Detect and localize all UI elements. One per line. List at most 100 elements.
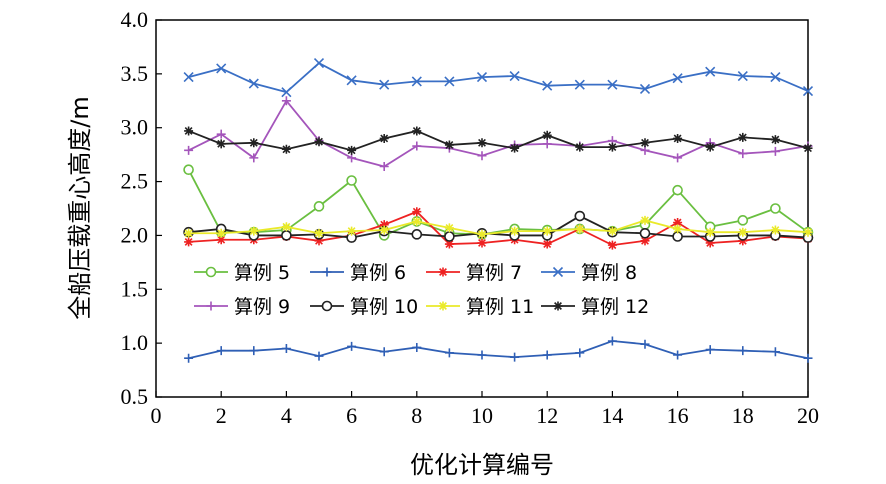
data-point — [509, 70, 520, 82]
data-point — [184, 145, 194, 155]
data-point — [607, 226, 617, 236]
data-point — [412, 216, 422, 226]
y-tick-label: 2.5 — [121, 169, 149, 194]
data-point — [738, 149, 748, 159]
data-point — [770, 135, 780, 145]
x-tick-label: 16 — [667, 403, 689, 428]
data-point — [379, 133, 389, 143]
data-point — [313, 201, 325, 212]
data-point — [444, 223, 454, 233]
data-point — [444, 348, 454, 358]
data-point — [314, 228, 324, 238]
series-4 — [183, 58, 814, 98]
data-point — [281, 230, 292, 241]
data-point — [379, 220, 389, 230]
data-point — [673, 224, 683, 234]
data-point — [476, 72, 488, 83]
data-point — [314, 137, 324, 147]
data-point — [607, 240, 617, 250]
data-point — [673, 153, 683, 163]
data-point — [770, 347, 780, 357]
y-tick-label: 3.0 — [121, 115, 149, 140]
series-layer — [183, 58, 814, 363]
legend-label: 算例 11 — [466, 296, 534, 318]
data-point — [542, 130, 552, 140]
series-line — [188, 99, 809, 168]
x-axis: 0 2 4 6 8 10 12 14 16 18 20 — [151, 391, 819, 428]
data-point — [184, 237, 194, 247]
data-point — [803, 143, 813, 153]
data-point — [477, 229, 487, 239]
data-point — [738, 346, 748, 356]
data-point — [770, 225, 780, 235]
legend-item: 算例 9 — [194, 296, 290, 318]
data-point — [574, 79, 585, 90]
x-axis-title: 优化计算编号 — [410, 451, 554, 479]
data-point — [477, 151, 487, 161]
data-point — [738, 227, 748, 237]
data-point — [552, 266, 564, 278]
x-tick-label: 20 — [797, 403, 819, 428]
data-point — [184, 228, 194, 238]
legend-label: 算例 7 — [466, 262, 522, 284]
series-2 — [184, 336, 813, 363]
data-point — [607, 142, 617, 152]
data-point — [770, 72, 781, 83]
data-point — [379, 79, 390, 90]
data-point — [411, 76, 422, 87]
data-point — [542, 239, 552, 249]
data-point — [803, 353, 813, 363]
data-point — [444, 231, 455, 242]
data-point — [347, 145, 357, 155]
series-line — [188, 219, 809, 236]
data-point — [640, 339, 650, 349]
data-point — [477, 138, 487, 148]
data-point — [803, 227, 813, 237]
data-point — [672, 184, 683, 196]
y-tick-label: 1.0 — [121, 330, 149, 355]
data-point — [553, 301, 563, 311]
series-5 — [184, 96, 813, 171]
data-point — [477, 350, 487, 360]
x-tick-label: 10 — [471, 403, 493, 428]
legend-item: 算例 8 — [541, 262, 637, 284]
data-point — [281, 344, 291, 354]
data-point — [313, 58, 325, 69]
data-point — [347, 341, 357, 351]
legend-label: 算例 12 — [581, 296, 649, 318]
data-point — [705, 227, 715, 237]
data-point — [705, 238, 715, 248]
data-point — [249, 153, 259, 163]
data-point — [206, 301, 216, 311]
data-point — [770, 203, 781, 214]
data-point — [249, 346, 259, 356]
data-point — [322, 267, 332, 277]
data-point — [184, 126, 194, 136]
data-point — [379, 225, 389, 235]
data-point — [216, 63, 227, 74]
x-tick-label: 8 — [411, 403, 422, 428]
data-point — [444, 76, 455, 87]
data-point — [346, 75, 357, 86]
data-point — [542, 139, 552, 149]
y-tick-label: 4.0 — [121, 7, 149, 32]
data-point — [379, 347, 389, 357]
data-point — [184, 353, 194, 363]
data-point — [542, 226, 552, 236]
legend-item: 算例 7 — [426, 262, 522, 284]
data-point — [705, 66, 716, 77]
data-point — [281, 144, 291, 154]
data-point — [216, 346, 226, 356]
x-tick-label: 14 — [601, 403, 623, 428]
data-point — [510, 226, 520, 236]
legend: 算例 5 算例 6 算例 7 算例 8 算例 9 算例 10 算例 11 算例 12 — [194, 262, 649, 318]
data-point — [249, 226, 259, 236]
series-8 — [184, 126, 813, 155]
y-tick-label: 3.5 — [121, 61, 149, 86]
series-line — [188, 215, 809, 239]
data-point — [705, 345, 715, 355]
data-point — [477, 238, 487, 248]
data-point — [379, 161, 389, 171]
x-tick-label: 18 — [732, 403, 754, 428]
data-point — [673, 133, 683, 143]
